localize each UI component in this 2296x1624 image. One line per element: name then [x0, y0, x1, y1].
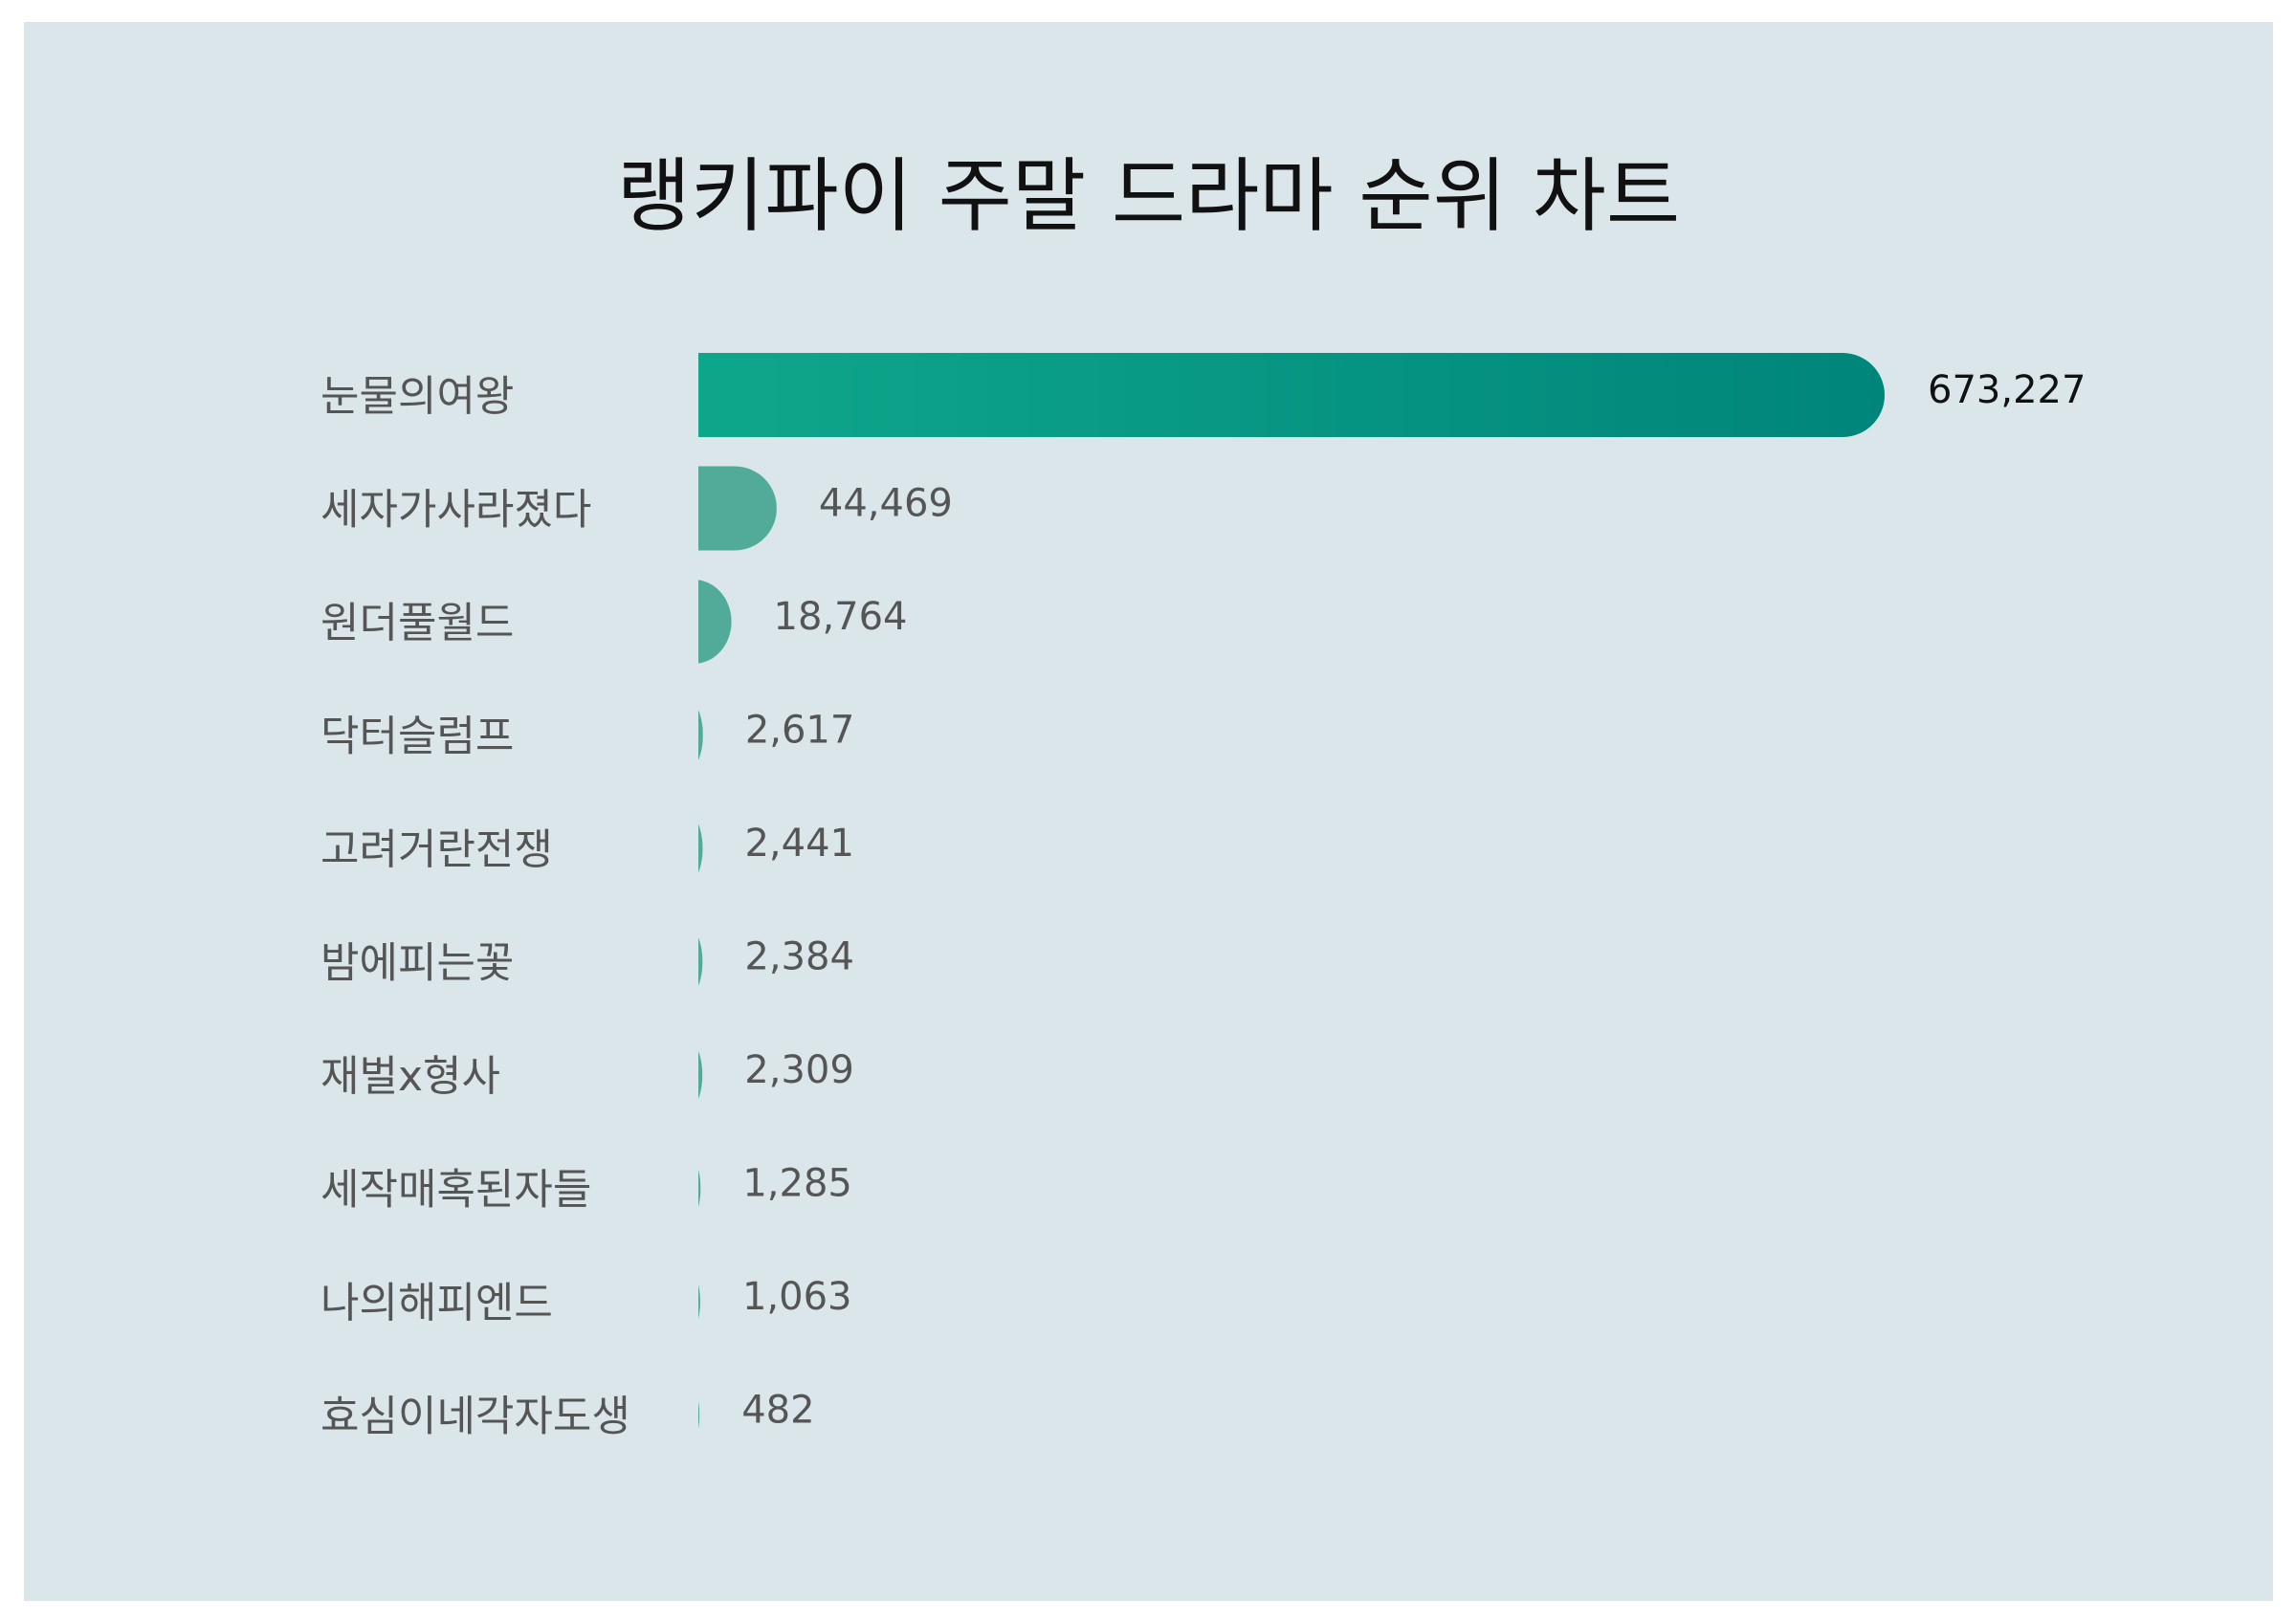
chart-panel: 랭키파이 주말 드라마 순위 차트 눈물의여왕 673,227 세자가사라졌다 44,… — [24, 22, 2273, 1601]
category-label: 세자가사라졌다 — [320, 486, 591, 535]
value-label: 2,617 — [745, 709, 855, 753]
category-label: 원더풀월드 — [320, 599, 514, 647]
value-label: 482 — [741, 1389, 814, 1433]
chart-title: 랭키파이 주말 드라마 순위 차트 — [616, 149, 1681, 243]
value-label: 2,309 — [744, 1048, 854, 1092]
value-label: 2,384 — [744, 935, 854, 979]
bar — [698, 466, 777, 551]
category-label: 닥터슬럼프 — [320, 713, 514, 761]
value-label: 18,764 — [774, 595, 908, 639]
value-label: 673,227 — [1928, 368, 2086, 412]
bar — [698, 353, 1885, 437]
bar-chart: 눈물의여왕 673,227 세자가사라졌다 44,469 원더풀월드 18,764 닥터슬럼… — [320, 353, 2086, 1441]
value-label: 1,285 — [742, 1162, 852, 1206]
bar — [698, 1401, 700, 1429]
category-label: 고려거란전쟁 — [320, 825, 553, 874]
value-label: 1,063 — [742, 1275, 852, 1319]
value-label: 2,441 — [744, 822, 854, 866]
category-label: 나의해피엔드 — [320, 1279, 553, 1328]
category-label: 재벌x형사 — [320, 1052, 500, 1101]
value-label: 44,469 — [819, 482, 953, 526]
bar — [698, 1170, 701, 1207]
bar — [698, 937, 703, 986]
bar — [698, 823, 703, 873]
category-label: 효심이네각자도생 — [320, 1393, 630, 1441]
bar — [698, 1284, 700, 1319]
category-label: 눈물의여왕 — [320, 372, 514, 421]
bar — [698, 710, 703, 760]
category-label: 세작매혹된자들 — [320, 1166, 591, 1215]
category-label: 밤에피는꽃 — [320, 939, 514, 988]
bar — [698, 580, 732, 664]
bar — [698, 1051, 703, 1099]
